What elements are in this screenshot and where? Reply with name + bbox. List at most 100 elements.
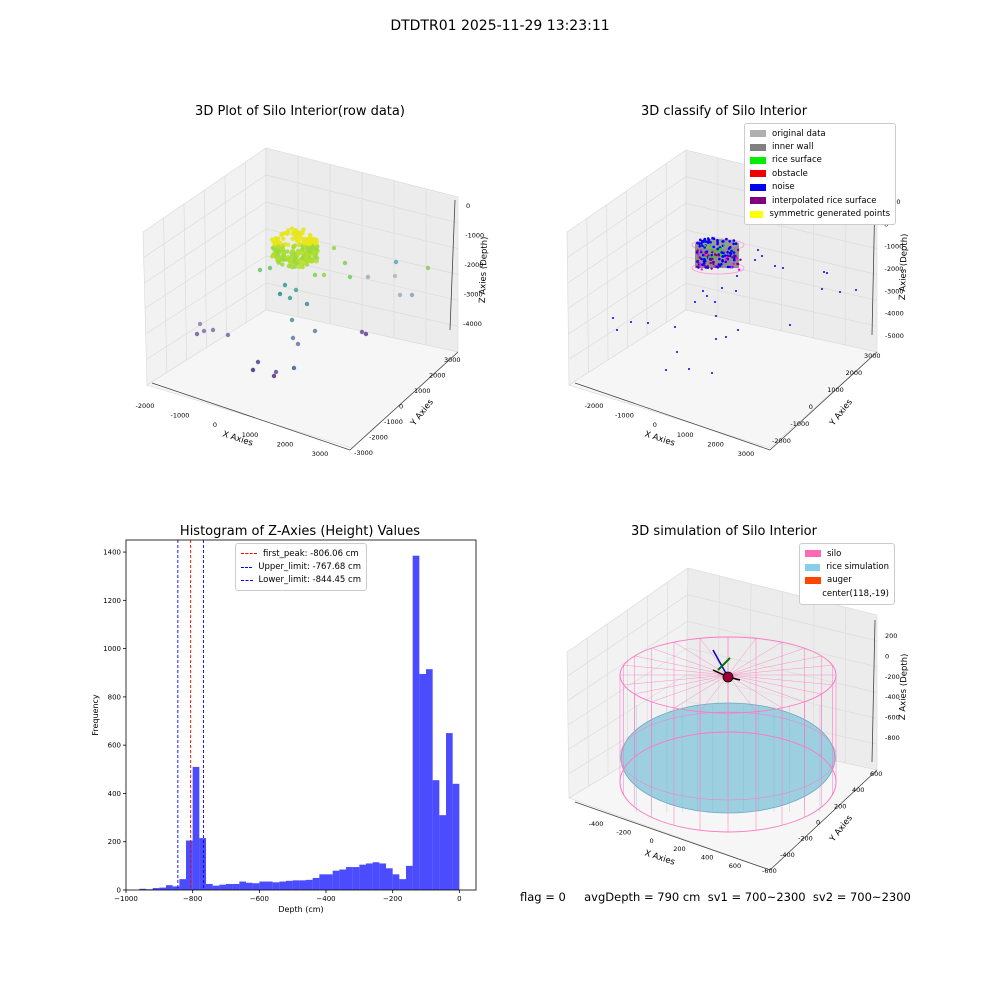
histogram-x-tick-label: −400 [316,895,335,903]
classify-rice-point [718,249,721,252]
simulation-silo-spoke [727,674,822,695]
classify-noise-point [726,265,730,269]
histogram-bar [372,862,380,890]
histogram-y-tick-label: 600 [108,742,121,750]
classify-noise-point [704,240,708,243]
classify-noise-point [711,236,714,240]
classify-noise-point [821,288,823,290]
raw-point [293,227,298,233]
classify-noise-point [712,245,715,249]
histogram-y-tick-label: 1400 [103,549,121,557]
classify-noise-point [676,351,678,353]
classify-noise-point [698,242,701,245]
classify-x-tick-label: -1000 [615,412,634,420]
histogram-bar [386,868,393,890]
classify-noise-point [728,240,731,243]
raw-point [290,335,296,341]
classify-noise-point [715,338,717,340]
classify-legend-item: inner wall [750,140,890,153]
simulation-x-tick-label: 400 [701,854,713,862]
classify-rice-point [703,244,706,247]
histogram-bar [199,838,206,890]
raw-point [297,258,302,264]
classify-legend-item: rice surface [750,154,890,167]
simulation-plot-title: 3D simulation of Silo Interior [631,524,817,539]
raw-point [272,247,277,253]
simulation-legend-swatch [805,576,821,584]
classify-noise-point [732,251,736,254]
histogram-y-tick-label: 400 [108,790,121,798]
classify-z-tick-label: -5000 [885,332,904,340]
histogram-bar [326,874,333,890]
classify-noise-point [704,266,708,269]
classify-noise-point [782,267,784,269]
classify-noise-point [716,247,719,251]
classify-noise-point [698,244,701,248]
classify-noise-point [702,258,706,261]
classify-interp-point [699,249,703,252]
classify-legend-item: original data [750,127,890,140]
simulation-x-axis-label: X Axies [643,848,676,867]
classify-noise-point [720,251,723,254]
histogram-bar [379,863,386,890]
classify-interp-point [735,257,739,260]
raw-point [201,328,207,334]
raw-y-tick-label: 0 [399,403,403,411]
classify-interp-point [706,264,709,268]
simulation-silo-spoke [699,674,729,712]
raw-y-tick-label: 3000 [444,356,461,364]
classify-noise-point [729,252,733,256]
raw-point [289,254,294,260]
classify-noise-point [688,368,690,370]
simulation-y-axis-line [769,769,878,871]
raw-y-tick-label: 1000 [414,387,431,395]
classify-interp-point [695,265,699,268]
classify-interp-point [736,248,740,252]
simulation-z-tick-label: -200 [885,673,900,681]
classify-z-tick-label: -1000 [884,243,903,251]
histogram-bar [392,874,400,890]
histogram-bar [346,867,353,890]
classify-y-axis-line [769,351,878,451]
simulation-z-tick-label: -800 [885,734,900,742]
classify-interp-point [734,255,737,258]
classify-noise-point [706,295,708,297]
raw-x-tick-label: 1000 [242,431,259,439]
classify-noise-point [789,324,791,326]
raw-point [425,265,431,271]
classify-noise-point [728,246,732,249]
classify-rice-point [719,253,723,257]
raw-point [309,259,314,264]
histogram-bar [299,880,306,890]
histogram-chart: −1000 −800 −600 −400 −200 0 0 200 400 600 800 1000 1… [91,539,477,914]
raw-point [312,328,318,334]
raw-point [342,260,348,266]
classify-noise-point [732,239,736,242]
raw-point [393,259,399,265]
raw-3d-plot: -2000 -1000 0 1000 2000 3000 -3000 -2000 -1000 0 1… [136,147,490,458]
classify-noise-point [721,259,724,262]
classify-noise-point [757,249,759,251]
classify-noise-point [674,326,676,328]
raw-x-tick-label: -2000 [136,402,155,410]
status-footer: flag = 0 avgDepth = 790 cm sv1 = 700~230… [520,890,911,904]
classify-interp-point [699,264,702,267]
simulation-legend-item: rice simulation [805,560,889,573]
histogram-bar [226,883,233,890]
simulation-legend-item: silo [805,547,889,560]
raw-point [312,249,317,255]
classify-interp-point [727,254,731,258]
classify-x-tick-label: 3000 [738,450,755,458]
classify-interp-point [707,254,710,257]
raw-point [291,258,296,263]
classify-legend-swatch [750,130,766,138]
classify-noise-point [716,240,719,244]
classify-noise-point [612,317,614,319]
simulation-legend-label: silo [827,548,842,559]
classify-noise-point [733,256,736,260]
simulation-y-tick-label: 600 [870,770,882,778]
simulation-z-tick-label: 0 [885,652,889,660]
simulation-legend-swatch [805,550,821,558]
raw-point [271,373,277,379]
simulation-legend-item: auger [805,574,889,587]
